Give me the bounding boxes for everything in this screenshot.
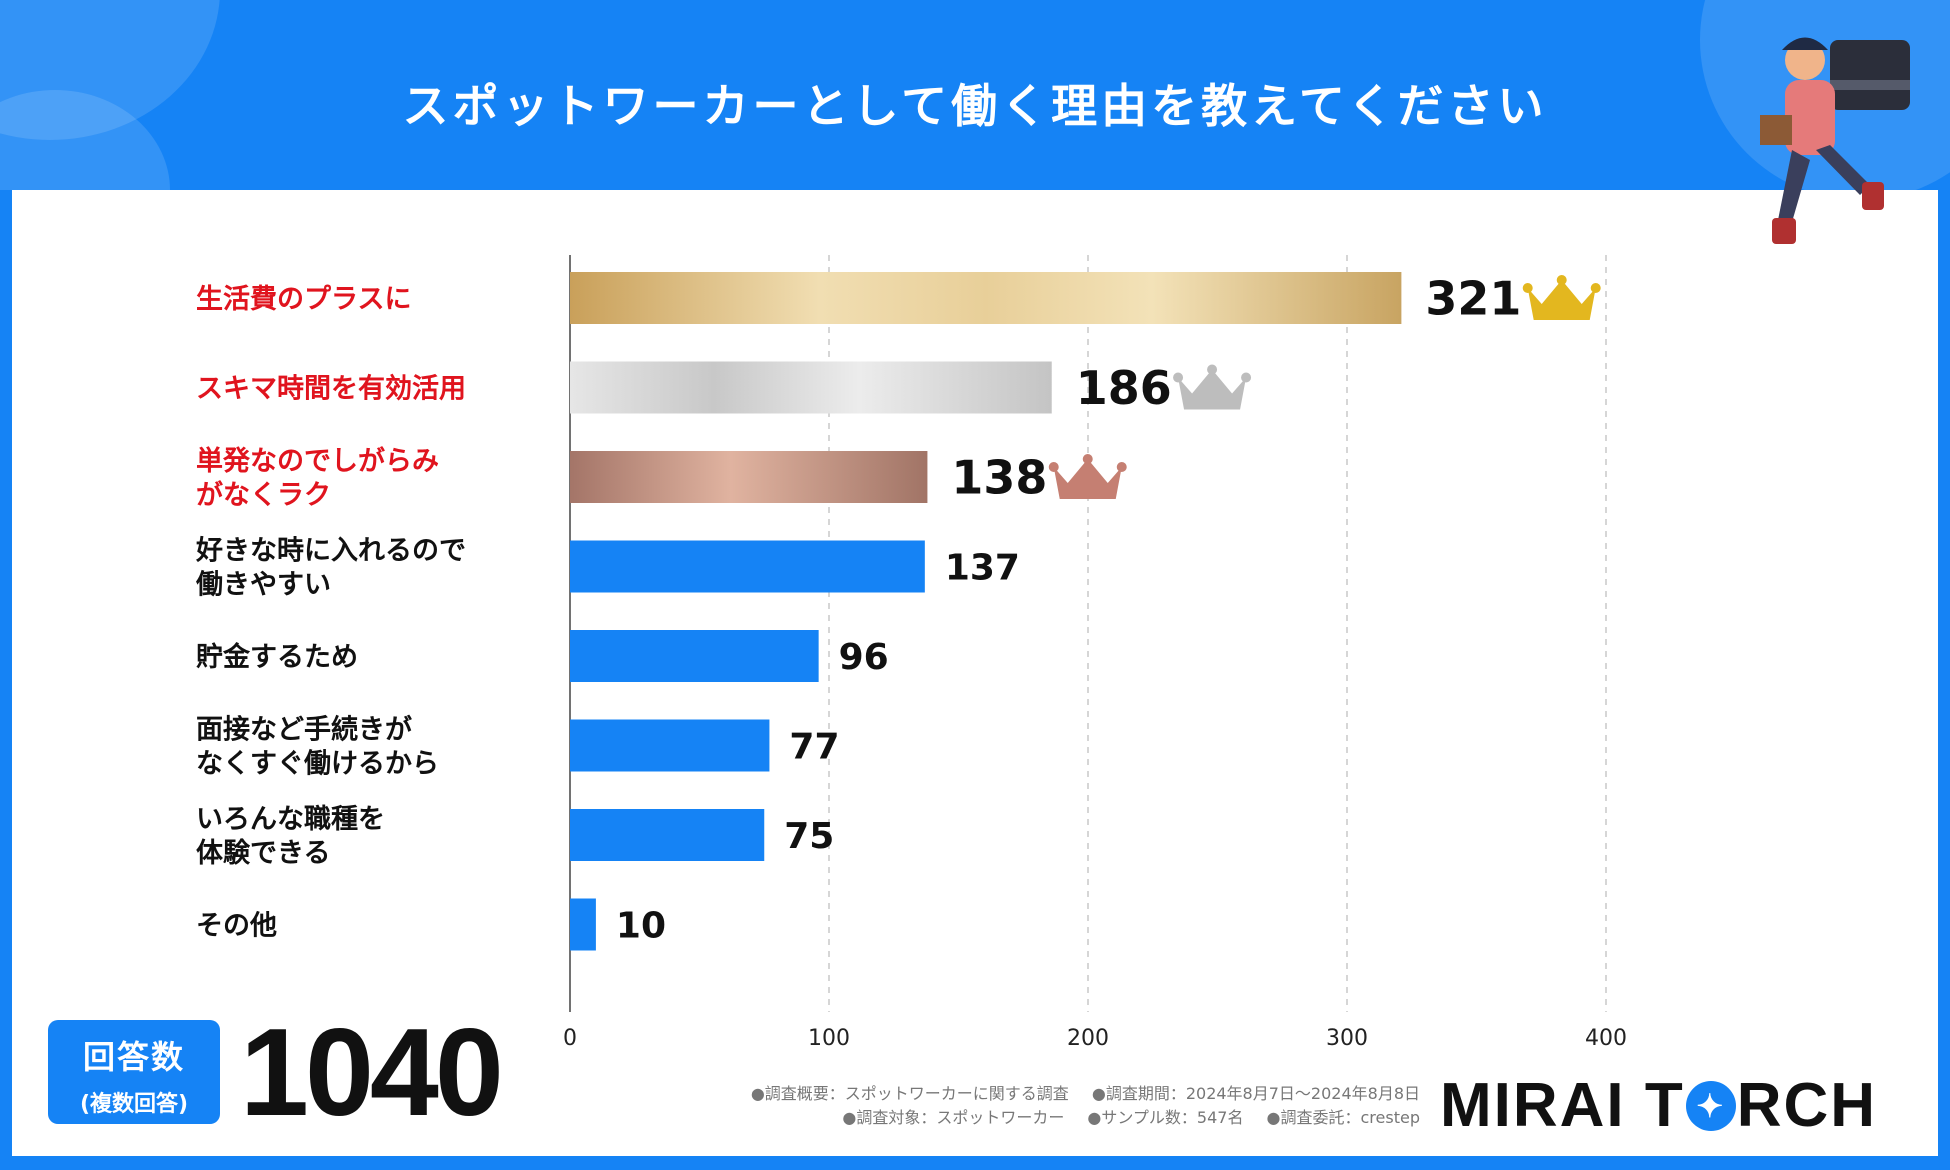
bar	[570, 630, 819, 682]
crown-jewel	[1556, 275, 1567, 285]
total-label: 回答数	[82, 1038, 185, 1076]
page-title: スポットワーカーとして働く理由を教えてください	[402, 79, 1548, 133]
header: スポットワーカーとして働く理由を教えてください	[0, 0, 1950, 190]
crown-jewel	[1590, 283, 1601, 293]
bar	[570, 719, 770, 772]
note-item: ●調査概要：スポットワーカーに関する調査	[750, 1084, 1069, 1103]
total-value: 1040	[240, 1004, 504, 1142]
bar	[570, 272, 1402, 324]
category-label: 単発なのでしがらみがなくラク	[196, 445, 439, 511]
value-label: 186	[1076, 361, 1172, 415]
crown-icon	[1178, 369, 1247, 410]
category-label: 貯金するため	[196, 641, 358, 673]
value-label: 75	[784, 816, 834, 857]
category-label: その他	[196, 911, 277, 942]
crown-jewel	[1207, 364, 1218, 375]
value-label: 321	[1425, 272, 1521, 326]
crown-icon	[1527, 280, 1596, 320]
notes-line-2: ●調査対象：スポットワーカー ●サンプル数：547名 ●調査委託：crestep	[733, 1106, 1420, 1130]
category-label: 好きな時に入れるので働きやすい	[195, 536, 466, 601]
value-label: 96	[839, 637, 889, 678]
x-tick-label: 400	[1585, 1026, 1627, 1051]
category-label: いろんな職種を体験できる	[196, 804, 385, 869]
bar	[570, 361, 1052, 414]
value-label: 137	[945, 547, 1020, 588]
delivery-person-illustration	[1760, 37, 1910, 244]
crown-jewel	[1116, 462, 1127, 472]
x-tick-label: 200	[1067, 1026, 1109, 1051]
note-item: ●調査委託：crestep	[1266, 1108, 1420, 1127]
value-label: 138	[951, 451, 1047, 505]
x-tick-label: 300	[1326, 1026, 1368, 1051]
total-sublabel: (複数回答)	[79, 1092, 189, 1117]
category-label: 生活費のプラスに	[196, 284, 411, 315]
notes-line-1: ●調査概要：スポットワーカーに関する調査 ●調査期間：2024年8月7日～202…	[733, 1082, 1420, 1106]
logo-star-icon: ✦	[1685, 1080, 1736, 1131]
crown-jewel	[1048, 462, 1059, 472]
crown-icon	[1053, 459, 1122, 499]
category-label: 面接など手続きがなくすぐ働けるから	[196, 714, 439, 780]
bar	[570, 809, 765, 861]
category-label: スキマ時間を有効活用	[196, 373, 466, 405]
value-label: 10	[616, 905, 666, 946]
value-label: 77	[789, 726, 839, 767]
bar	[570, 540, 925, 593]
bar	[570, 898, 596, 951]
chart-panel	[12, 190, 1938, 1156]
logo-text-1: MIRAI T	[1440, 1071, 1685, 1140]
brand-logo: MIRAI T ✦ RCH	[1440, 1070, 1877, 1141]
crown-jewel	[1241, 372, 1252, 383]
survey-notes: ●調査概要：スポットワーカーに関する調査 ●調査期間：2024年8月7日～202…	[733, 1082, 1420, 1130]
crown-jewel	[1173, 372, 1184, 383]
bar	[570, 451, 928, 503]
note-item: ●サンプル数：547名	[1087, 1108, 1244, 1127]
total-badge: 回答数 (複数回答)	[48, 1020, 220, 1124]
note-item: ●調査対象：スポットワーカー	[842, 1108, 1065, 1127]
crown-jewel	[1522, 283, 1533, 293]
note-item: ●調査期間：2024年8月7日～2024年8月8日	[1091, 1084, 1420, 1103]
x-tick-label: 100	[808, 1026, 850, 1051]
crown-jewel	[1082, 454, 1093, 464]
x-tick-label: 0	[563, 1026, 577, 1051]
logo-text-2: RCH	[1736, 1071, 1878, 1140]
